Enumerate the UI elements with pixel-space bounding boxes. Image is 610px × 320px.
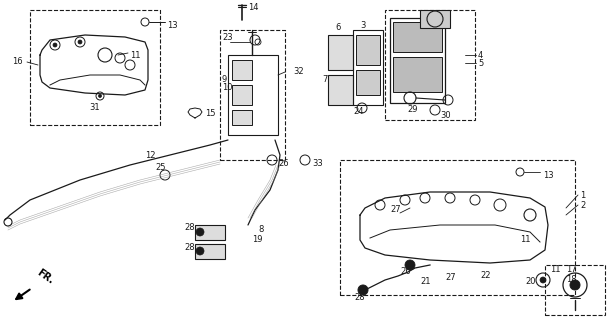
Bar [545,265,605,315]
Bar [195,225,225,240]
Text: 30: 30 [440,110,451,119]
Bar [232,110,252,125]
Text: 21: 21 [420,277,431,286]
Text: 26: 26 [400,268,411,276]
Bar [195,244,225,259]
Circle shape [196,228,204,236]
Text: 9: 9 [222,76,228,84]
Text: 8: 8 [258,226,264,235]
Text: 13: 13 [543,171,554,180]
Text: 29: 29 [407,106,417,115]
Circle shape [53,43,57,47]
Circle shape [405,260,415,270]
Text: 5: 5 [478,59,483,68]
Text: 12: 12 [145,150,156,159]
Text: 11: 11 [520,236,531,244]
Text: 16: 16 [12,58,23,67]
Bar [420,10,450,28]
Bar [232,85,252,105]
Text: 6: 6 [336,23,341,33]
Text: 19: 19 [252,236,262,244]
Bar [232,60,252,80]
Text: FR.: FR. [35,268,56,286]
Text: 3: 3 [360,20,365,29]
Text: 11: 11 [550,266,561,275]
Text: 31: 31 [90,103,100,113]
Text: 2: 2 [580,201,585,210]
Bar [220,30,285,160]
Circle shape [98,94,101,98]
Text: 13: 13 [167,20,178,29]
Text: 20: 20 [525,277,536,286]
Text: 22: 22 [480,270,490,279]
Text: 4: 4 [478,51,483,60]
Bar [340,160,575,295]
Bar [393,22,442,52]
Text: 33: 33 [312,158,323,167]
Text: 24: 24 [353,108,364,116]
Circle shape [570,280,580,290]
Text: 26: 26 [278,158,289,167]
Text: 7: 7 [322,76,328,84]
Bar [385,10,475,120]
Text: 23: 23 [222,34,232,43]
Text: 10: 10 [222,84,232,92]
Text: 25: 25 [155,164,165,172]
Text: 27: 27 [445,273,456,282]
Text: 27: 27 [390,205,401,214]
Circle shape [196,247,204,255]
Circle shape [540,277,546,283]
Text: 28: 28 [184,244,195,252]
Text: 17: 17 [566,266,576,275]
Bar [328,75,353,105]
Text: 1: 1 [580,190,585,199]
Circle shape [78,40,82,44]
Bar [356,35,380,65]
Text: 11: 11 [130,51,140,60]
Text: 32: 32 [293,68,304,76]
Circle shape [358,285,368,295]
Text: 28: 28 [354,293,365,302]
Bar [393,57,442,92]
Text: 18: 18 [566,276,576,284]
Text: 14: 14 [248,4,259,12]
Bar [353,30,383,105]
Bar [328,35,353,70]
Bar [390,18,445,103]
Bar [356,70,380,95]
Bar [30,10,160,125]
Text: 28: 28 [184,223,195,233]
Bar [228,55,278,135]
Text: 15: 15 [205,108,215,117]
